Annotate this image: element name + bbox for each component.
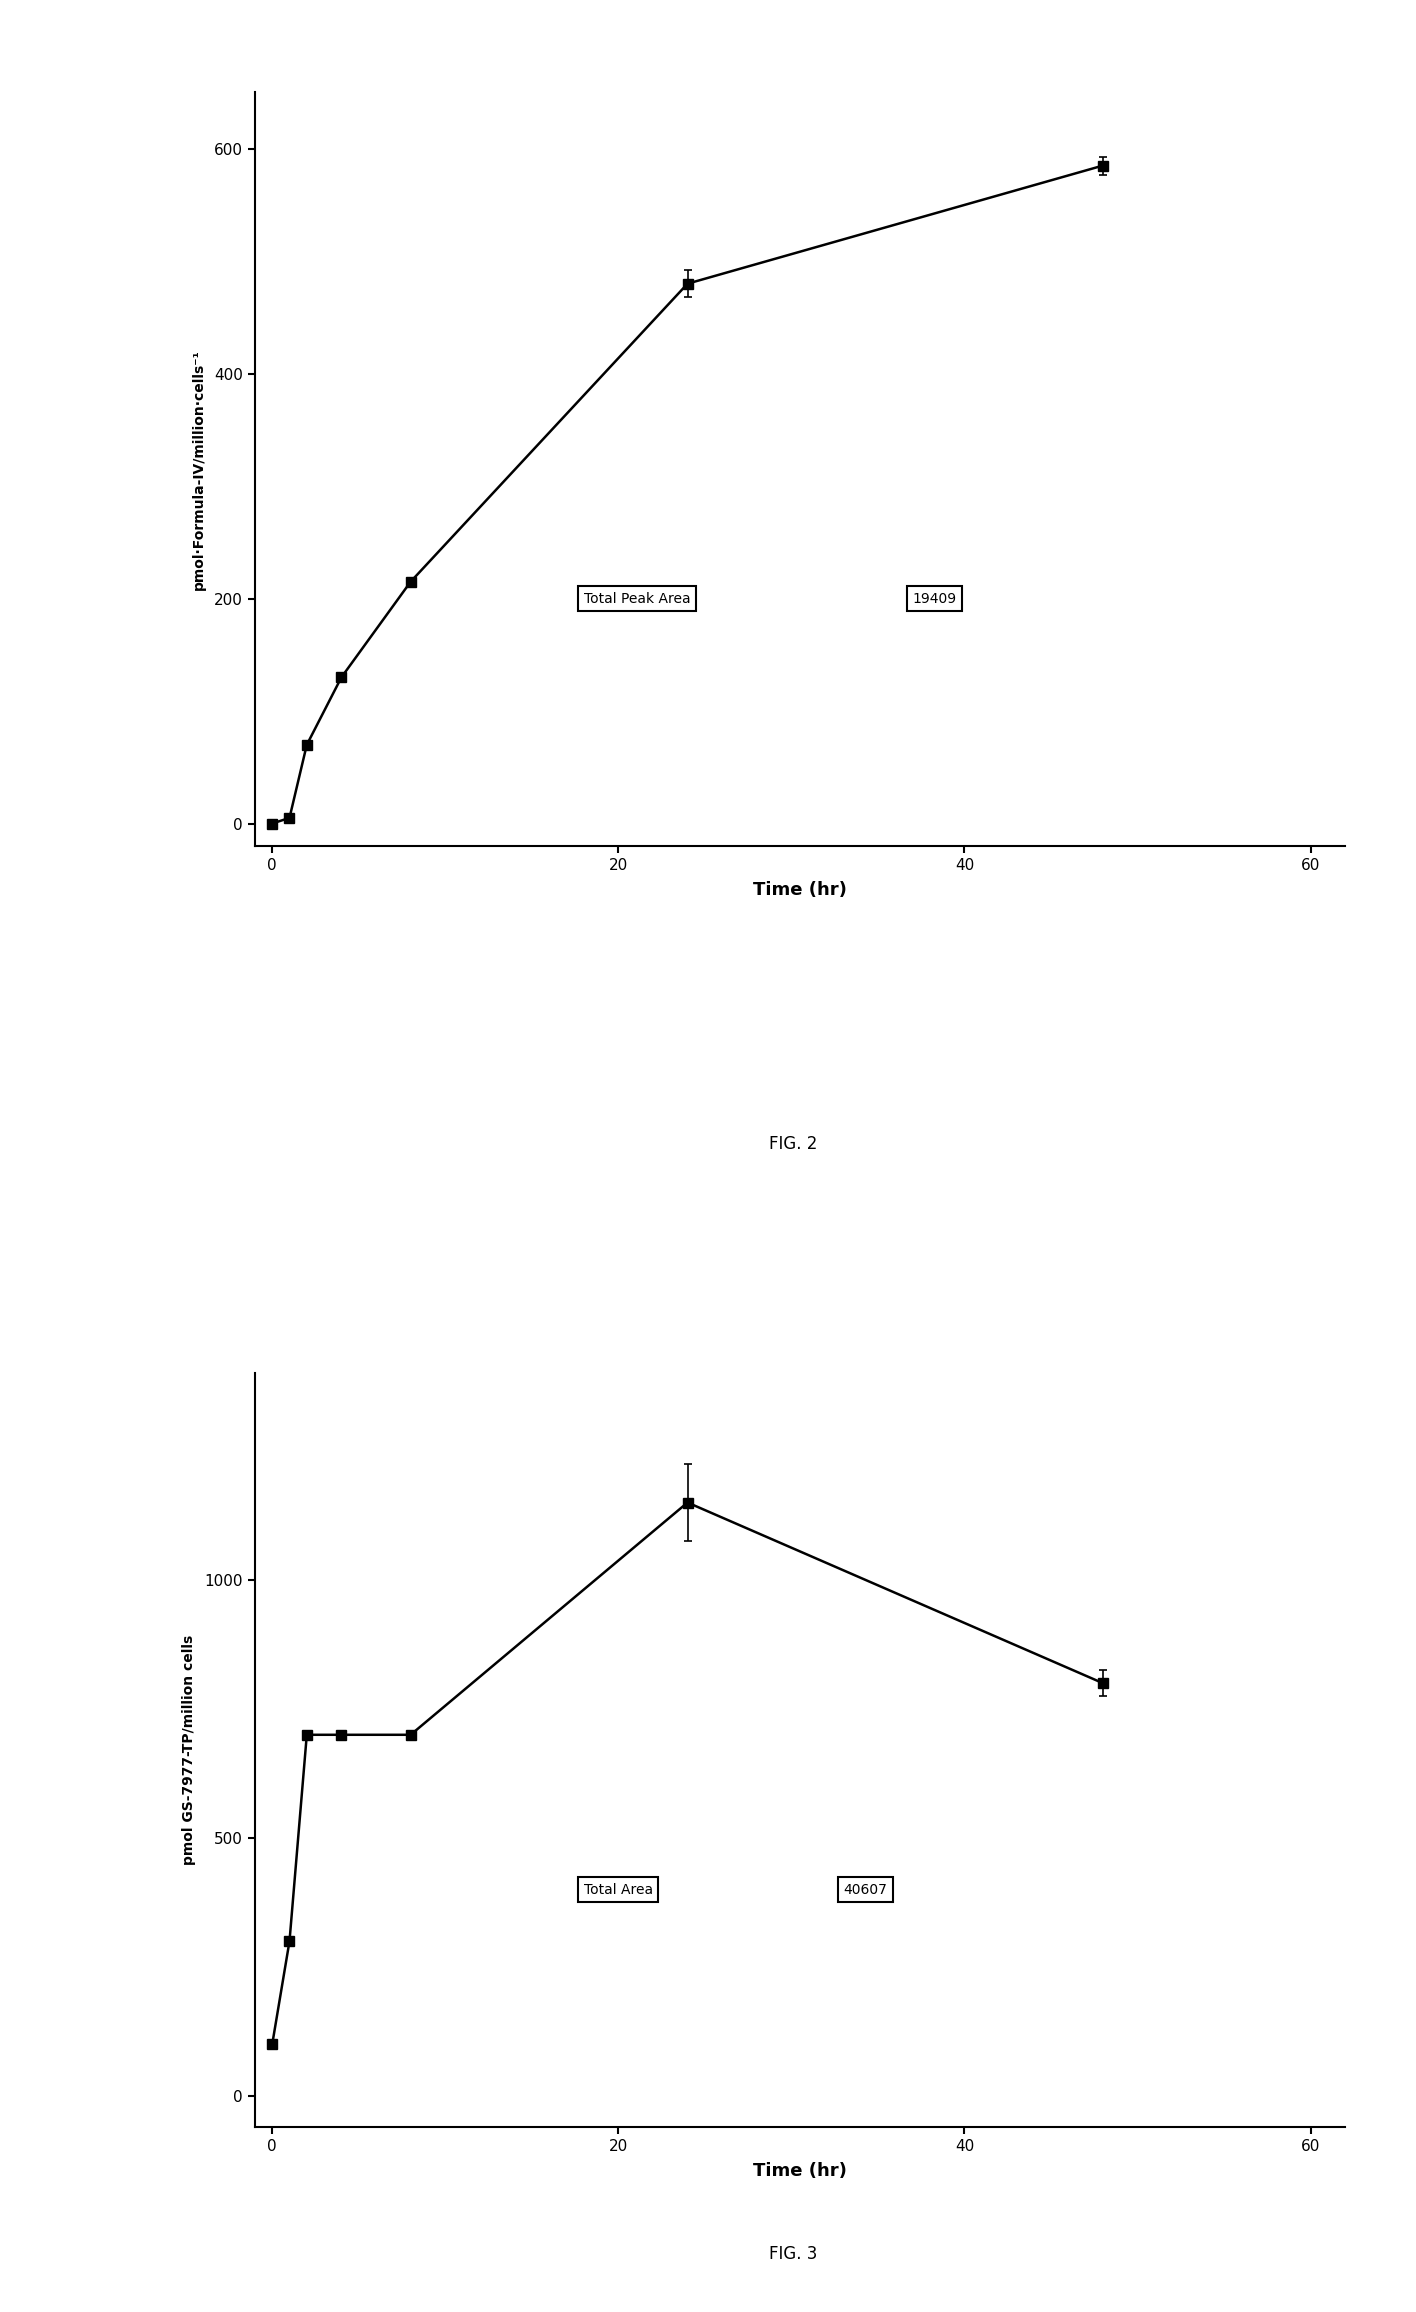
X-axis label: Time (hr): Time (hr) [753,881,847,899]
X-axis label: Time (hr): Time (hr) [753,2162,847,2180]
Y-axis label: pmol GS-7977-TP/million cells: pmol GS-7977-TP/million cells [183,1635,197,1866]
Text: FIG. 3: FIG. 3 [769,2245,817,2263]
Text: FIG. 2: FIG. 2 [769,1135,817,1154]
Text: 19409: 19409 [912,592,957,606]
Text: 40607: 40607 [844,1882,888,1896]
Text: Total Peak Area: Total Peak Area [583,592,691,606]
Y-axis label: pmol·Formula-IV/million·cells⁻¹: pmol·Formula-IV/million·cells⁻¹ [191,349,205,590]
Text: Total Area: Total Area [583,1882,653,1896]
